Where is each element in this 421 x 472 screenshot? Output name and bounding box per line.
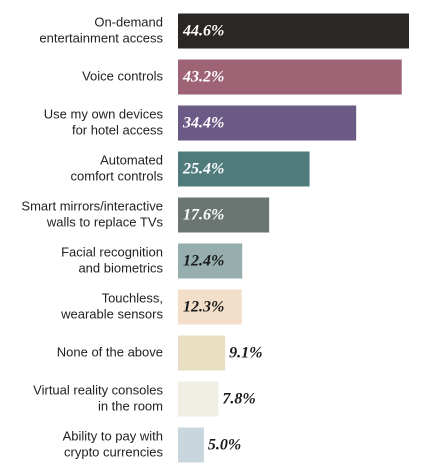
category-label: walls to replace TVs	[46, 214, 164, 229]
category-label: On-demand	[94, 14, 163, 29]
value-label: 44.6%	[182, 23, 224, 40]
bar	[178, 427, 204, 463]
value-label: 43.2%	[182, 69, 224, 86]
category-label: None of the above	[57, 344, 163, 359]
bar	[178, 105, 357, 141]
category-label: comfort controls	[71, 168, 164, 183]
bar	[178, 335, 226, 371]
category-label: Automated	[100, 152, 163, 167]
category-label: Use my own devices	[44, 106, 164, 121]
value-label: 34.4%	[182, 115, 224, 132]
bar	[178, 151, 310, 187]
category-label: Facial recognition	[61, 244, 163, 259]
value-label: 9.1%	[229, 345, 262, 362]
bar	[178, 243, 243, 279]
value-label: 12.3%	[183, 299, 224, 316]
category-label: and biometrics	[78, 260, 163, 275]
value-label: 5.0%	[208, 437, 241, 454]
value-label: 7.8%	[222, 391, 255, 408]
category-label: Touchless,	[102, 290, 163, 305]
category-label: Ability to pay with	[63, 428, 163, 443]
category-label: Voice controls	[82, 68, 163, 83]
value-label: 17.6%	[183, 207, 224, 224]
value-label: 25.4%	[182, 161, 224, 178]
category-label: in the room	[98, 398, 163, 413]
bar	[178, 59, 402, 95]
value-label: 12.4%	[183, 253, 224, 270]
category-label: wearable sensors	[60, 306, 163, 321]
bar	[178, 381, 219, 417]
category-label: crypto currencies	[64, 444, 163, 459]
bar	[178, 13, 409, 49]
bar	[178, 289, 242, 325]
bar	[178, 197, 270, 233]
category-label: Smart mirrors/interactive	[21, 198, 163, 213]
category-label: entertainment access	[39, 30, 163, 45]
category-label: for hotel access	[72, 122, 164, 137]
category-label: Virtual reality consoles	[33, 382, 163, 397]
